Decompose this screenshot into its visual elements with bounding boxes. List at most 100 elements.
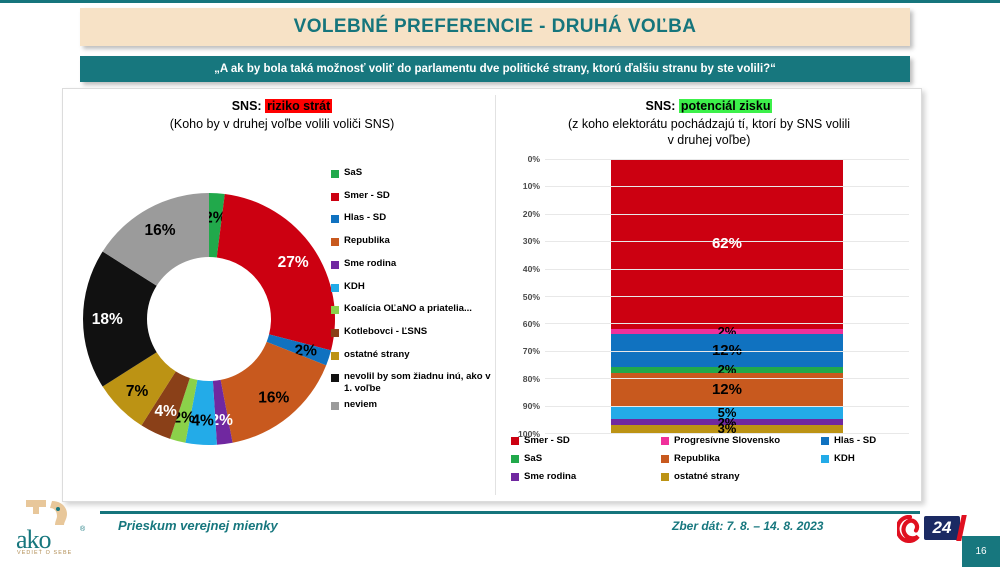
legend-swatch: [331, 328, 339, 337]
gridline: 70%: [523, 346, 909, 356]
donut-legend-item[interactable]: nevolil by som žiadnu inú, ako v 1. voľb…: [331, 371, 496, 394]
right-chart-subtitle-line1: (z koho elektorátu pochádzajú tí, ktorí …: [567, 117, 851, 131]
chart-divider: [495, 95, 496, 495]
legend-label: SaS: [344, 167, 363, 178]
legend-swatch: [331, 374, 339, 383]
donut-chart: 2% 27% 2% 16% 2% 4% 2% 4% 7% 18% 16%: [73, 185, 363, 453]
bar-segment: 3%: [610, 421, 844, 436]
legend-swatch: [661, 472, 669, 481]
bar-legend-item[interactable]: SaS: [511, 453, 661, 464]
legend-swatch: [661, 436, 669, 445]
gridline: 50%: [523, 292, 909, 302]
y-axis-tick: 10%: [522, 181, 540, 192]
bar-legend-item[interactable]: KDH: [821, 453, 911, 464]
legend-label: ostatné strany: [344, 348, 410, 360]
gridline: 40%: [523, 264, 909, 274]
donut-slice-label: 4%: [155, 403, 178, 420]
bar-legend-item[interactable]: ostatné strany: [661, 471, 821, 482]
top-accent-bar: [0, 0, 1000, 3]
donut-slice: [170, 377, 198, 443]
legend-swatch: [331, 215, 339, 224]
legend-swatch: [331, 283, 339, 292]
legend-swatch: [821, 436, 829, 445]
bar-legend-item[interactable]: Republika: [661, 453, 821, 464]
bar-segment-label: 12%: [711, 380, 742, 398]
ako-head-icon: [26, 500, 67, 525]
right-chart-heading: SNS: potenciál zisku (z koho elektorátu …: [503, 99, 915, 148]
gridline: 10%: [523, 181, 909, 191]
left-chart-subtitle: (Koho by v druhej voľbe volili voliči SN…: [169, 117, 395, 131]
legend-swatch: [661, 454, 669, 463]
gridline: 0%: [528, 154, 909, 164]
legend-label: Sme rodina: [524, 471, 577, 482]
donut-legend-item[interactable]: SaS: [331, 167, 496, 179]
legend-swatch: [331, 306, 339, 315]
legend-label: neviem: [344, 398, 378, 410]
bar-segment-label: 3%: [717, 421, 737, 437]
legend-label: Republika: [674, 453, 720, 464]
right-chart-subtitle-line2: v druhej voľbe): [667, 133, 751, 147]
right-heading-highlight: potenciál zisku: [678, 99, 773, 113]
bar-segment: 5%: [610, 405, 844, 420]
legend-swatch: [331, 351, 339, 360]
gridline: 60%: [523, 319, 909, 329]
donut-slice-label: 7%: [126, 383, 149, 400]
donut-legend-item[interactable]: Sme rodina: [331, 258, 496, 270]
donut-legend-item[interactable]: Kotlebovci - ĽSNS: [331, 326, 496, 338]
gridline: 30%: [523, 236, 909, 246]
legend-label: SaS: [524, 453, 543, 464]
donut-legend-item[interactable]: ostatné strany: [331, 349, 496, 361]
stacked-bar-chart: 62% 2% 12% 2% 12% 5% 2% 3% 0% 10% 20% 30% 40% 50% 60%…: [503, 151, 915, 441]
y-axis-tick: 60%: [522, 318, 540, 329]
legend-label: Hlas - SD: [834, 435, 877, 446]
y-axis-tick: 30%: [522, 236, 540, 247]
slide-title-band: VOLEBNÉ PREFERENCIE - DRUHÁ VOĽBA: [80, 8, 910, 46]
gridline: 90%: [523, 401, 909, 411]
legend-swatch: [511, 472, 519, 481]
y-axis-tick: 20%: [522, 208, 540, 219]
donut-slice-label: 4%: [191, 412, 214, 429]
donut-legend-item[interactable]: neviem: [331, 399, 496, 411]
bar-legend: Smer - SD Progresívne Slovensko Hlas - SD S…: [511, 435, 911, 482]
donut-legend-item[interactable]: Smer - SD: [331, 190, 496, 202]
spiral-icon: [895, 514, 920, 544]
legend-label: Smer - SD: [524, 435, 570, 446]
y-axis-tick: 40%: [522, 263, 540, 274]
donut-slice-label: 2%: [204, 210, 227, 227]
donut-legend-item[interactable]: Koalícia OĽaNO a priatelia...: [331, 303, 496, 315]
right-heading-prefix: SNS:: [645, 99, 679, 113]
legend-label: KDH: [344, 280, 365, 292]
donut-slice: [220, 341, 327, 443]
bar-legend-item[interactable]: Sme rodina: [511, 471, 661, 482]
content-panel: SNS: riziko strát (Koho by v druhej voľb…: [62, 88, 922, 502]
bar-segment: 62%: [610, 159, 844, 329]
tv24-number: 24: [932, 518, 952, 537]
gridline: 80%: [523, 374, 909, 384]
left-heading-prefix: SNS:: [231, 99, 266, 113]
gridline: 20%: [523, 209, 909, 219]
left-chart-heading: SNS: riziko strát (Koho by v druhej voľb…: [69, 99, 495, 132]
ako-tagline: VEDIEŤ O SEBE: [17, 550, 73, 556]
donut-slice: [102, 193, 209, 286]
bar-legend-item[interactable]: Hlas - SD: [821, 435, 911, 446]
y-axis-tick: 70%: [522, 346, 540, 357]
gridline: 100%: [518, 429, 909, 439]
tv24-box: 24: [924, 516, 960, 540]
ako-registered-mark: ®: [80, 526, 86, 533]
bar-legend-item[interactable]: Smer - SD: [511, 435, 661, 446]
donut-legend-item[interactable]: Republika: [331, 235, 496, 247]
donut-slice-label: 18%: [92, 311, 123, 328]
page-number: 16: [962, 536, 1000, 567]
question-text: „A ak by bola taká možnosť voliť do parl…: [214, 63, 776, 75]
question-band: „A ak by bola taká možnosť voliť do parl…: [80, 56, 910, 82]
donut-slice: [102, 352, 176, 426]
ako-logo: ako ® VEDIEŤ O SEBE: [8, 498, 100, 564]
legend-swatch: [511, 436, 519, 445]
tv24-logo: 24: [895, 514, 967, 544]
legend-swatch: [331, 192, 339, 201]
page-title: VOLEBNÉ PREFERENCIE - DRUHÁ VOĽBA: [293, 16, 697, 37]
bar-legend-item[interactable]: Progresívne Slovensko: [661, 435, 821, 446]
donut-legend-item[interactable]: Hlas - SD: [331, 212, 496, 224]
donut-slice: [209, 193, 225, 258]
donut-legend-item[interactable]: KDH: [331, 281, 496, 293]
